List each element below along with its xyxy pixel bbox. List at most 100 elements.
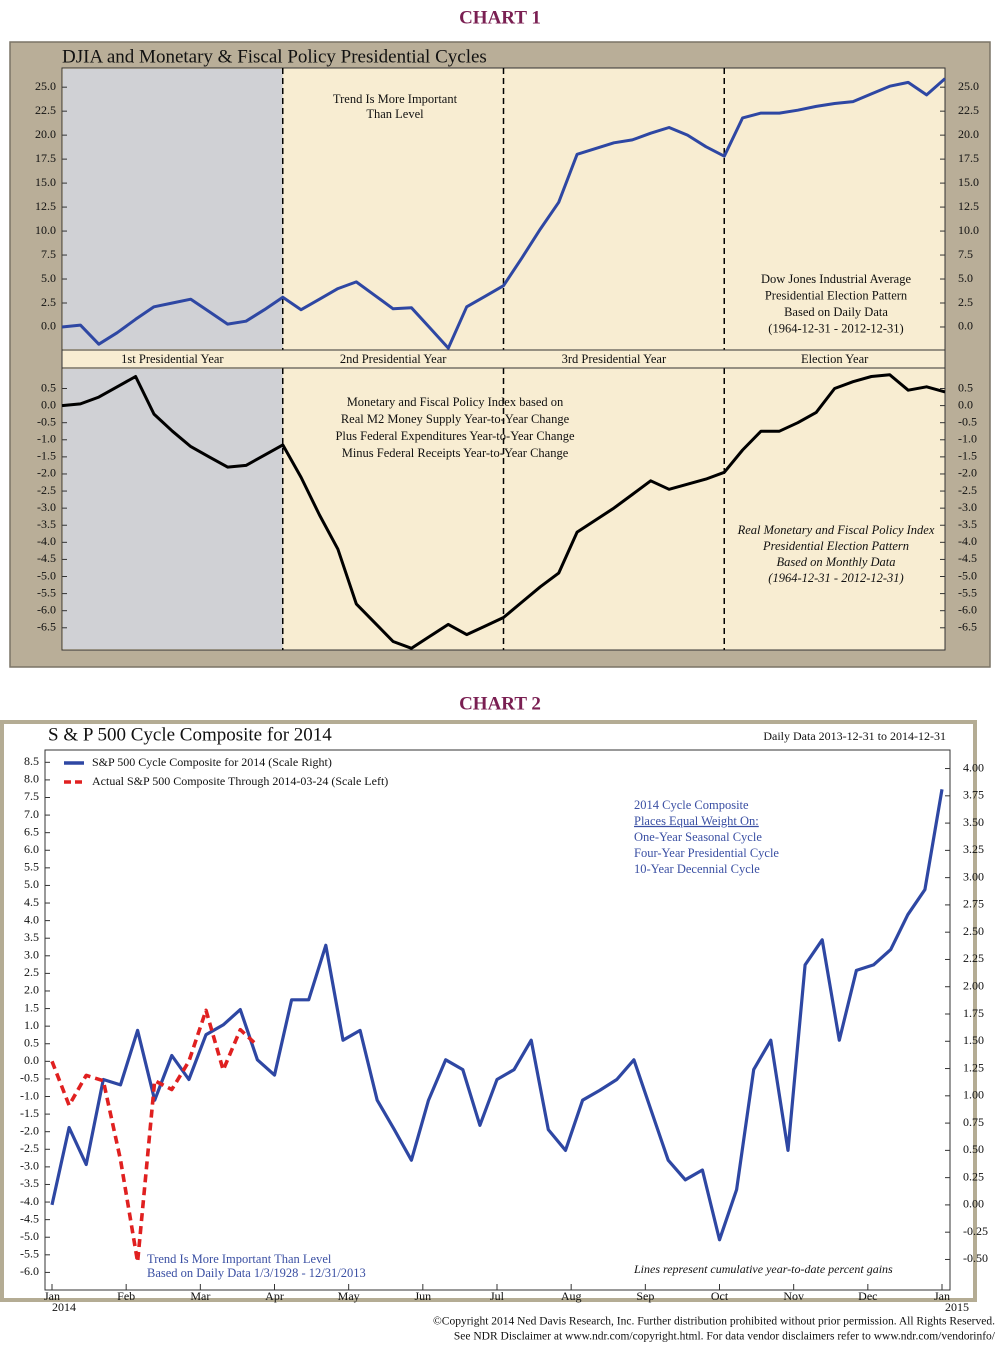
annotation: Real M2 Money Supply Year-to-Year Change <box>341 412 570 426</box>
chart-2-plot <box>44 749 951 1291</box>
y-tick-label: 1.5 <box>24 1000 39 1014</box>
line <box>61 77 946 350</box>
y-tick-label: 20.0 <box>958 127 979 141</box>
y-tick-label: 3.50 <box>963 815 984 829</box>
y-tick-label: -3.0 <box>37 500 56 514</box>
y-tick-label: 1.50 <box>963 1033 984 1047</box>
line <box>61 373 946 650</box>
y-tick-label: -3.5 <box>958 517 977 531</box>
y-tick-label: 5.0 <box>41 271 56 285</box>
y-tick-label: -2.5 <box>958 483 977 497</box>
y-tick-label: 4.5 <box>24 895 39 909</box>
y-tick-label: -6.5 <box>958 620 977 634</box>
y-tick-label: -0.50 <box>963 1251 988 1265</box>
annotation: Based on Monthly Data <box>776 555 895 569</box>
chart-subtitle: Daily Data 2013-12-31 to 2014-12-31 <box>763 729 946 743</box>
y-tick-label: -1.5 <box>958 449 977 463</box>
y-tick-label: -6.5 <box>37 620 56 634</box>
y-tick-label: -1.0 <box>20 1088 39 1102</box>
y-tick-label: 22.5 <box>35 103 56 117</box>
annotation: Based on Daily Data 1/3/1928 - 12/31/201… <box>147 1266 366 1280</box>
annotation: Plus Federal Expenditures Year-to-Year C… <box>335 429 575 443</box>
y-tick-label: 3.0 <box>24 948 39 962</box>
y-tick-label: 20.0 <box>35 127 56 141</box>
annotation: Lines represent cumulative year-to-date … <box>633 1262 893 1276</box>
y-tick-label: 0.0 <box>24 1053 39 1067</box>
y-tick-label: 3.5 <box>24 930 39 944</box>
annotation: Places Equal Weight On: <box>634 814 759 828</box>
y-tick-label: -5.5 <box>20 1247 39 1261</box>
x-tick-label: Jun <box>414 1289 431 1303</box>
y-tick-label: -4.0 <box>958 534 977 548</box>
y-tick-label: 4.0 <box>24 912 39 926</box>
annotation: Minus Federal Receipts Year-to-Year Chan… <box>342 446 569 460</box>
chart-title: S & P 500 Cycle Composite for 2014 <box>48 724 332 745</box>
y-tick-label: 7.5 <box>41 247 56 261</box>
y-tick-label: 15.0 <box>958 175 979 189</box>
y-tick-label: 3.25 <box>963 842 984 856</box>
y-tick-label: -6.0 <box>20 1264 39 1278</box>
line <box>50 1008 259 1264</box>
annotation: 2014 Cycle Composite <box>634 798 749 812</box>
y-tick-label: 0.5 <box>41 380 56 394</box>
annotation: Four-Year Presidential Cycle <box>634 846 779 860</box>
y-tick-label: 0.0 <box>41 319 56 333</box>
annotation: Than Level <box>366 107 424 121</box>
y-tick-label: -5.0 <box>20 1229 39 1243</box>
y-tick-label: 2.25 <box>963 951 984 965</box>
y-tick-label: -1.0 <box>37 432 56 446</box>
y-tick-label: -2.0 <box>958 466 977 480</box>
y-tick-label: -3.0 <box>958 500 977 514</box>
y-tick-label: 0.75 <box>963 1115 984 1129</box>
chart-title: DJIA and Monetary & Fiscal Policy Presid… <box>62 46 487 67</box>
y-tick-label: -1.5 <box>37 449 56 463</box>
annotation: Presidential Election Pattern <box>765 288 908 302</box>
line <box>50 789 944 1242</box>
annotation: Monetary and Fiscal Policy Index based o… <box>347 395 564 409</box>
period-label: 1st Presidential Year <box>121 352 224 366</box>
heading: CHART 1 <box>459 7 541 28</box>
period-label: 3rd Presidential Year <box>562 352 667 366</box>
y-tick-label: -2.0 <box>20 1123 39 1137</box>
y-tick-label: 7.5 <box>958 247 973 261</box>
x-tick-label: Aug <box>561 1289 582 1303</box>
y-tick-label: -2.0 <box>37 466 56 480</box>
annotation: Presidential Election Pattern <box>762 539 909 553</box>
y-tick-label: 5.5 <box>24 860 39 874</box>
y-tick-label: 0.0 <box>958 397 973 411</box>
y-tick-label: -0.5 <box>37 414 56 428</box>
y-tick-label: 0.00 <box>963 1197 984 1211</box>
y-tick-label: 2.5 <box>958 295 973 309</box>
y-tick-label: -2.5 <box>20 1141 39 1155</box>
y-tick-label: 6.5 <box>24 824 39 838</box>
y-tick-label: 0.0 <box>958 319 973 333</box>
y-tick-label: -1.5 <box>20 1106 39 1120</box>
legend-label: Actual S&P 500 Composite Through 2014-03… <box>92 774 388 788</box>
y-tick-label: 2.0 <box>24 983 39 997</box>
y-tick-label: 2.5 <box>41 295 56 309</box>
x-tick-label: Apr <box>265 1289 284 1303</box>
shade <box>63 369 283 649</box>
period-label: 2nd Presidential Year <box>340 352 447 366</box>
y-tick-label: -3.0 <box>20 1159 39 1173</box>
annotation: Real Monetary and Fiscal Policy Index <box>737 523 935 537</box>
y-tick-label: -4.5 <box>20 1211 39 1225</box>
year-label: 2015 <box>945 1300 969 1314</box>
y-tick-label: 2.50 <box>963 924 984 938</box>
x-tick-label: Sep <box>636 1289 654 1303</box>
y-tick-label: 25.0 <box>35 79 56 93</box>
heading: CHART 2 <box>459 693 541 714</box>
y-tick-label: 15.0 <box>35 175 56 189</box>
y-tick-label: 7.0 <box>24 807 39 821</box>
y-tick-label: 0.50 <box>963 1142 984 1156</box>
y-tick-label: -1.0 <box>958 432 977 446</box>
y-tick-label: 10.0 <box>35 223 56 237</box>
y-tick-label: 4.00 <box>963 760 984 774</box>
y-tick-label: 3.75 <box>963 788 984 802</box>
x-tick-label: May <box>338 1289 360 1303</box>
y-tick-label: 1.25 <box>963 1060 984 1074</box>
y-tick-label: 17.5 <box>35 151 56 165</box>
y-tick-label: 5.0 <box>24 877 39 891</box>
